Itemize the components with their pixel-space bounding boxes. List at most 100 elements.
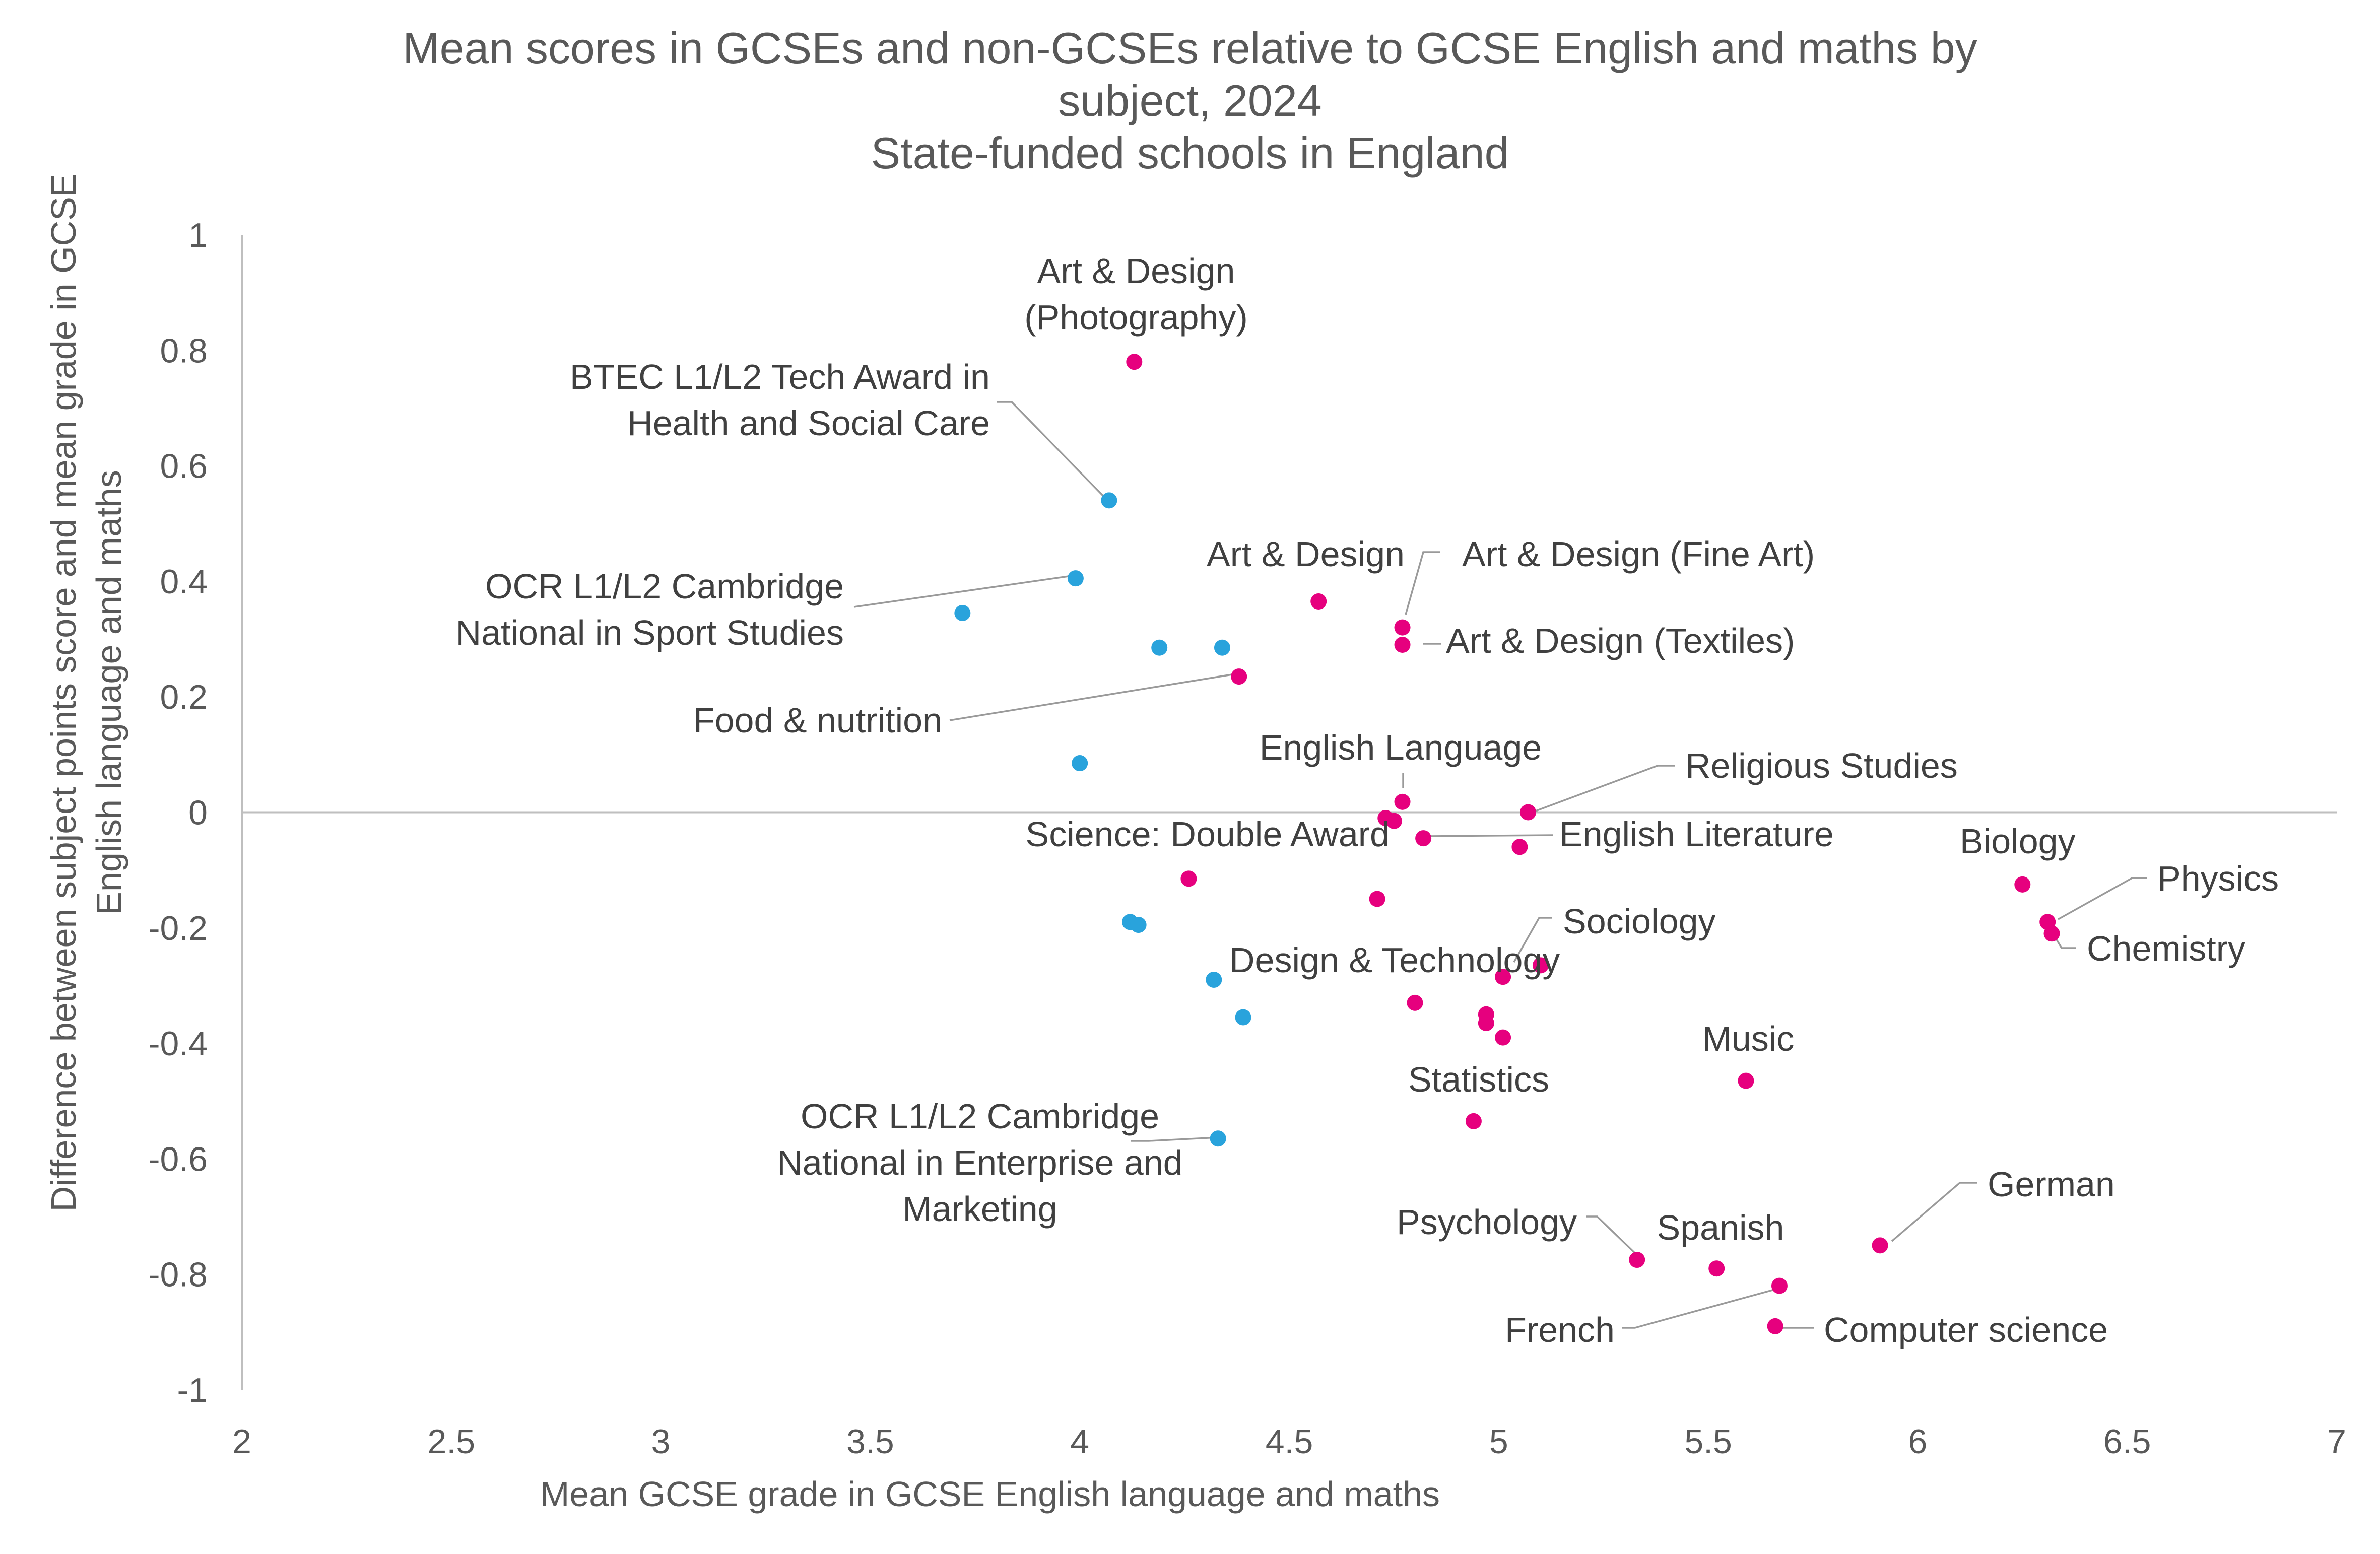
chart-subtitle: State-funded schools in England — [871, 128, 1509, 178]
annotation-label: Computer science — [1824, 1310, 2108, 1349]
x-tick-label: 5.5 — [1684, 1423, 1732, 1461]
x-axis-title: Mean GCSE grade in GCSE English language… — [540, 1474, 1440, 1514]
x-axis-ticks: 2 2.5 3 3.5 4 4.5 5 5.5 6 6.5 7 — [232, 1423, 2346, 1461]
annotation-leader-line — [1891, 1182, 1977, 1242]
non-gcse-qualification-point — [1072, 755, 1088, 772]
gcse-subject-point — [2043, 925, 2060, 942]
y-axis-title-line-1: Difference between subject points score … — [44, 173, 83, 1211]
y-axis-title-line-2: English language and maths — [89, 470, 128, 915]
gcse-subject-point — [2014, 876, 2031, 893]
annotation-leader-line — [1405, 551, 1440, 615]
chart-title-line-2: subject, 2024 — [1058, 76, 1322, 125]
annotation-label: Food & nutrition — [693, 701, 942, 740]
gcse-subject-point — [1415, 830, 1432, 847]
non-gcse-qualification-point — [1206, 971, 1222, 988]
non-gcse-qualification-point — [1151, 639, 1168, 656]
non-gcse-qualification-point — [1130, 917, 1147, 933]
gcse-subject-point — [1767, 1318, 1783, 1334]
annotation-leader-line — [1427, 834, 1553, 837]
gcse-subject-point — [1126, 354, 1143, 370]
x-tick-label: 7 — [2327, 1423, 2346, 1461]
annotation-label: French — [1505, 1310, 1615, 1349]
gcse-subject-point — [1629, 1252, 1645, 1268]
annotation-label: OCR L1/L2 Cambridge National in Enterpris… — [777, 1097, 1182, 1229]
y-tick-label: 0.6 — [160, 447, 208, 486]
gcse-subject-point — [1394, 637, 1411, 653]
annotation-label: English Literature — [1559, 815, 1834, 854]
annotation-leader-line — [1513, 917, 1552, 963]
gcse-subject-point — [1310, 593, 1327, 610]
gcse-subject-point — [1532, 957, 1549, 974]
annotation-leader-line — [1535, 765, 1675, 812]
annotation-label: Psychology — [1397, 1202, 1577, 1242]
annotation-label: Spanish — [1657, 1208, 1784, 1247]
annotation-label: BTEC L1/L2 Tech Award in Health and Socia… — [570, 357, 990, 443]
gcse-subject-point — [1520, 804, 1537, 821]
y-tick-label: 1 — [188, 216, 208, 254]
gcse-subject-point — [1394, 619, 1411, 636]
y-tick-label: 0.2 — [160, 678, 208, 716]
y-tick-label: -0.6 — [149, 1140, 208, 1178]
annotation-label: Statistics — [1408, 1060, 1549, 1099]
annotation-label: Physics — [2157, 859, 2279, 898]
gcse-subject-point — [1738, 1072, 1754, 1089]
non-gcse-qualification-point — [1101, 492, 1117, 509]
annotation-label: Design & Technology — [1229, 940, 1560, 980]
y-tick-label: -0.4 — [149, 1025, 208, 1063]
annotation-leader-line — [949, 673, 1236, 721]
gcse-subject-point — [1407, 994, 1423, 1011]
x-tick-label: 6.5 — [2103, 1423, 2151, 1461]
x-tick-label: 3.5 — [846, 1423, 894, 1461]
gcse-subject-point — [1495, 1029, 1511, 1046]
x-tick-label: 4 — [1070, 1423, 1089, 1461]
y-axis-ticks: 1 0.8 0.6 0.4 0.2 0 -0.2 -0.4 -0.6 -0.8 -1 — [149, 216, 208, 1409]
annotation-label: Biology — [1960, 822, 2076, 861]
annotation-label: Religious Studies — [1685, 746, 1958, 785]
y-tick-label: 0 — [188, 794, 208, 832]
chart-title: Mean scores in GCSEs and non-GCSEs relat… — [403, 23, 1977, 178]
data-points — [954, 354, 2060, 1334]
annotation-label: OCR L1/L2 Cambridge National in Sport Stu… — [456, 567, 844, 652]
annotation-leader-line — [1586, 1215, 1641, 1259]
x-tick-label: 2 — [232, 1423, 251, 1461]
annotation-leader-line — [997, 401, 1107, 500]
gcse-subject-point — [1369, 891, 1385, 907]
gcse-subject-point — [1478, 1015, 1494, 1031]
gcse-subject-point — [1465, 1113, 1482, 1129]
x-tick-label: 6 — [1908, 1423, 1927, 1461]
non-gcse-qualification-point — [1214, 639, 1230, 656]
non-gcse-qualification-point — [1235, 1009, 1251, 1026]
annotation-label: Chemistry — [2087, 929, 2245, 968]
annotation-leader-line — [1131, 1136, 1219, 1142]
annotation-leader-line — [853, 575, 1073, 608]
annotation-label: German — [1988, 1165, 2115, 1204]
annotation-label: English Language — [1260, 728, 1542, 767]
y-tick-label: -0.2 — [149, 909, 208, 948]
annotation-label: Art & Design (Fine Art) — [1462, 534, 1815, 574]
gcse-subject-point — [1872, 1237, 1888, 1254]
x-tick-label: 4.5 — [1266, 1423, 1313, 1461]
gcse-subject-point — [1771, 1277, 1788, 1294]
non-gcse-qualification-point — [1067, 570, 1084, 587]
gcse-subject-point — [1394, 793, 1411, 810]
x-tick-label: 2.5 — [428, 1423, 476, 1461]
annotation-label: Art & Design (Photography) — [1024, 251, 1248, 337]
non-gcse-qualification-point — [954, 604, 971, 621]
chart-title-line-1: Mean scores in GCSEs and non-GCSEs relat… — [403, 23, 1977, 73]
y-tick-label: 0.8 — [160, 331, 208, 370]
annotation-leader-line — [2055, 937, 2076, 949]
annotation-leader-lines — [853, 401, 2147, 1329]
annotation-label: Music — [1702, 1019, 1795, 1058]
annotation-label: Art & Design — [1207, 534, 1405, 574]
annotation-label: Science: Double Award — [1026, 815, 1390, 854]
gcse-subject-point — [1495, 969, 1511, 985]
y-tick-label: -1 — [177, 1371, 208, 1409]
gcse-subject-point — [1180, 870, 1197, 887]
annotation-label: Art & Design (Textiles) — [1446, 621, 1795, 660]
gcse-subject-point — [1511, 839, 1528, 855]
gcse-subject-point — [1231, 668, 1247, 685]
gcse-subject-point — [1385, 813, 1402, 829]
annotation-leader-line — [2058, 877, 2147, 920]
gcse-subject-point — [1708, 1260, 1725, 1277]
y-axis-title: Difference between subject points score … — [44, 173, 128, 1211]
